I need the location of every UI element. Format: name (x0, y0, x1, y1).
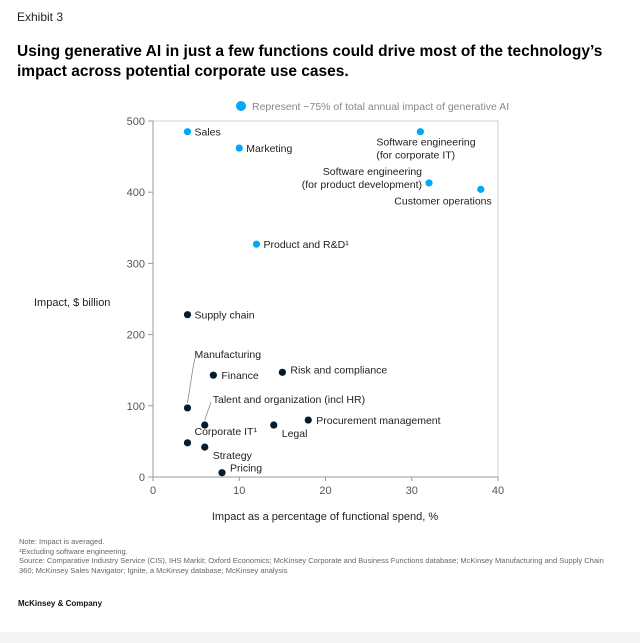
y-tick-label: 200 (127, 330, 145, 342)
data-label-line: Talent and organization (incl HR) (213, 394, 365, 406)
data-label: Software engineering (for corporate IT) (376, 137, 475, 162)
data-label-line: Strategy (213, 450, 253, 462)
source-text: Source: Comparative Industry Service (CI… (19, 556, 604, 575)
data-label: Product and R&D¹ (264, 239, 350, 251)
data-label: Customer operations (394, 195, 491, 207)
y-axis-title: Impact, $ billion (34, 297, 110, 309)
data-point (209, 371, 217, 379)
x-tick-label: 10 (233, 485, 245, 497)
data-label: Procurement management (316, 415, 440, 427)
data-label-line: Supply chain (195, 310, 255, 322)
data-label-line: Risk and compliance (290, 364, 387, 376)
brand-logo-text: McKinsey & Company (18, 599, 103, 608)
data-point (183, 404, 192, 412)
y-tick-label: 0 (139, 472, 145, 484)
exhibit-label: Exhibit 3 (17, 10, 64, 24)
data-point (252, 240, 261, 248)
y-tick-label: 500 (127, 116, 145, 128)
data-label: Corporate IT¹ (195, 426, 258, 438)
data-point (477, 185, 485, 193)
x-tick-label: 40 (492, 485, 504, 497)
legend-marker (236, 101, 246, 111)
legend-label: Represent ~75% of total annual impact of… (252, 101, 509, 113)
data-point (201, 421, 209, 429)
data-label: Pricing (230, 463, 262, 475)
data-label: Risk and compliance (290, 364, 387, 376)
data-label: Sales (195, 127, 221, 139)
data-point (304, 416, 312, 424)
y-tick-label: 300 (127, 258, 145, 270)
data-point (235, 144, 243, 152)
data-label: Strategy (213, 450, 253, 462)
data-label-line: Customer operations (394, 195, 491, 207)
chart-title: Using generative AI in just a few functi… (17, 43, 603, 80)
data-label: Legal (282, 428, 308, 440)
x-tick-label: 20 (319, 485, 331, 497)
leader-line-talent (204, 401, 212, 421)
y-tick-label: 100 (127, 401, 145, 413)
data-label-line: Legal (282, 428, 308, 440)
data-label-line: Software engineering (323, 166, 422, 178)
data-point (183, 128, 192, 136)
data-label-line: Procurement management (316, 415, 440, 427)
bottom-bar (0, 632, 640, 643)
data-label-line: Corporate IT¹ (195, 426, 258, 438)
data-point (183, 311, 192, 319)
y-tick-label: 400 (127, 187, 145, 199)
data-label: Software engineering (for product develop… (302, 166, 422, 191)
data-label-line: Sales (195, 127, 221, 139)
data-label: Finance (221, 370, 259, 382)
chart-notes: Note: Impact is averaged. ¹Excluding sof… (19, 537, 609, 575)
data-label: Talent and organization (incl HR) (213, 394, 365, 406)
data-point (270, 421, 278, 429)
data-point (218, 469, 226, 477)
data-label-line: (for product development) (302, 179, 422, 191)
data-point (425, 179, 433, 187)
leader-line-manufacturing (187, 357, 196, 403)
x-tick-label: 0 (150, 485, 156, 497)
data-label: Manufacturing (195, 349, 262, 361)
data-label-line: (for corporate IT) (376, 150, 455, 162)
data-point (416, 128, 424, 136)
data-label-line: Finance (221, 370, 259, 382)
x-axis-title: Impact as a percentage of functional spe… (212, 511, 438, 523)
data-label-line: Pricing (230, 463, 262, 475)
footnote-text: ¹Excluding software engineering. (19, 546, 128, 556)
data-label-line: Manufacturing (195, 349, 262, 361)
data-point (278, 368, 286, 376)
data-label-line: Software engineering (376, 137, 475, 149)
data-label-line: Product and R&D¹ (264, 239, 350, 251)
data-label: Supply chain (195, 310, 255, 322)
data-point (183, 439, 192, 447)
data-label: Marketing (246, 143, 292, 155)
data-label-line: Marketing (246, 143, 292, 155)
x-tick-label: 30 (406, 485, 418, 497)
data-point (201, 443, 209, 451)
note-text: Note: Impact is averaged. (19, 537, 105, 546)
